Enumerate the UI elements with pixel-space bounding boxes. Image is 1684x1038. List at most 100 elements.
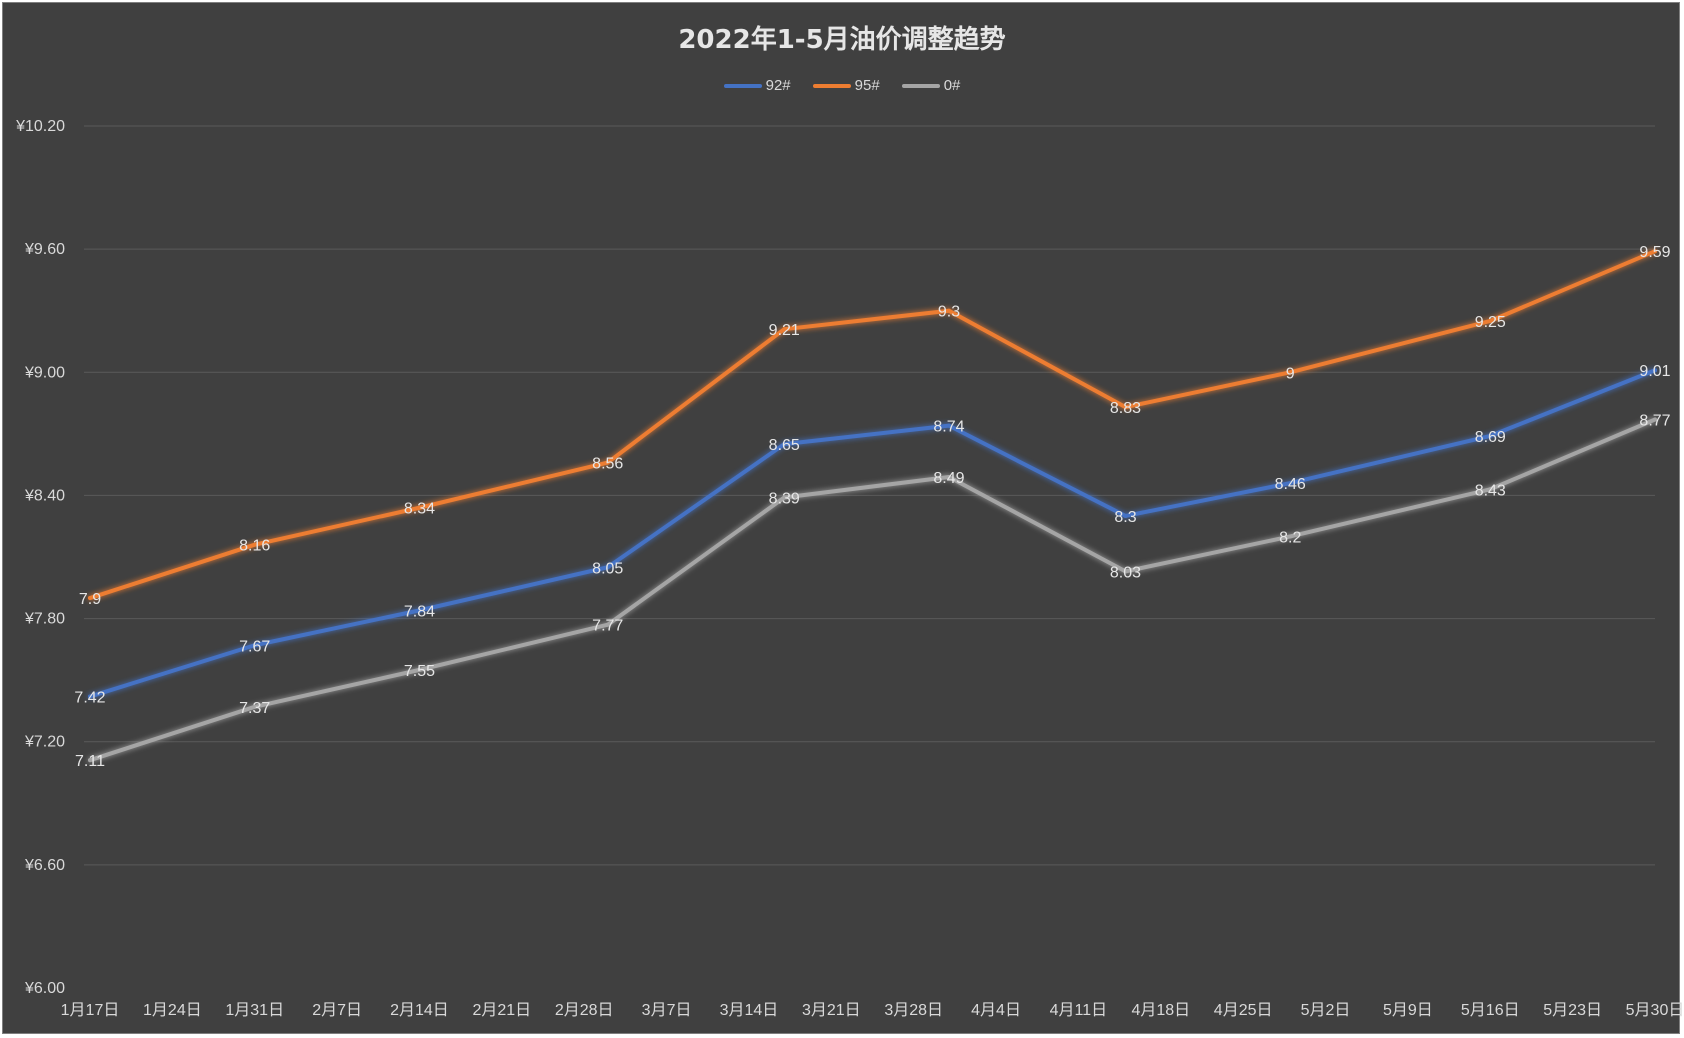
data-point xyxy=(605,622,610,627)
data-label: 9.01 xyxy=(1639,363,1670,380)
data-label: 7.67 xyxy=(239,638,270,655)
data-label: 8.65 xyxy=(769,437,800,454)
data-point xyxy=(1123,405,1128,410)
data-label: 7.84 xyxy=(404,603,435,620)
data-label: 8.43 xyxy=(1475,482,1506,499)
data-label: 8.03 xyxy=(1110,564,1141,581)
legend-label-0: 0# xyxy=(943,77,961,94)
x-tick-label: 1月17日 xyxy=(61,1002,120,1019)
data-point xyxy=(782,442,787,447)
chart-legend: 92# 95# 0# xyxy=(3,77,1681,94)
x-tick-label: 2月21日 xyxy=(472,1002,531,1019)
x-tick-label: 4月18日 xyxy=(1131,1002,1190,1019)
data-label: 7.55 xyxy=(404,663,435,680)
data-label: 8.05 xyxy=(592,560,623,577)
x-tick-label: 1月24日 xyxy=(143,1002,202,1019)
y-tick-label: ¥7.20 xyxy=(24,734,65,751)
data-label: 8.16 xyxy=(239,538,270,555)
data-label: 8.56 xyxy=(592,456,623,473)
data-label: 7.11 xyxy=(75,753,105,770)
data-point xyxy=(1488,318,1493,323)
data-label: 9 xyxy=(1286,365,1295,382)
data-point xyxy=(782,495,787,500)
x-tick-label: 3月21日 xyxy=(802,1002,861,1019)
data-label: 8.3 xyxy=(1114,509,1136,526)
y-tick-label: ¥8.40 xyxy=(24,487,65,504)
data-label: 8.49 xyxy=(933,470,964,487)
data-point xyxy=(1123,513,1128,518)
series-line-92# xyxy=(88,368,1657,699)
x-tick-label: 5月23日 xyxy=(1543,1002,1602,1019)
legend-swatch-92 xyxy=(723,83,762,88)
data-point xyxy=(88,758,92,763)
data-point xyxy=(88,596,92,601)
data-label: 8.69 xyxy=(1475,429,1506,446)
legend-item-95: 95# xyxy=(812,77,880,94)
legend-item-92: 92# xyxy=(723,77,791,94)
x-tick-label: 5月2日 xyxy=(1301,1002,1351,1019)
x-tick-label: 4月4日 xyxy=(971,1002,1021,1019)
data-label: 9.3 xyxy=(938,304,960,321)
data-label: 8.77 xyxy=(1639,412,1670,429)
legend-label-92: 92# xyxy=(765,77,791,94)
data-label: 8.46 xyxy=(1275,476,1306,493)
data-point xyxy=(946,423,951,428)
data-point xyxy=(252,643,257,648)
data-point xyxy=(946,474,951,479)
data-label: 8.34 xyxy=(404,501,435,518)
x-tick-label: 5月30日 xyxy=(1626,1002,1684,1019)
legend-item-0: 0# xyxy=(901,77,961,94)
data-point xyxy=(1288,481,1293,486)
data-point xyxy=(1123,569,1128,574)
x-tick-label: 3月14日 xyxy=(720,1002,779,1019)
data-point xyxy=(946,308,951,313)
x-tick-label: 1月31日 xyxy=(225,1002,284,1019)
x-tick-label: 3月28日 xyxy=(884,1002,943,1019)
data-label: 7.77 xyxy=(592,618,623,635)
series-line-0# xyxy=(88,417,1657,763)
data-point xyxy=(1488,487,1493,492)
x-tick-label: 5月16日 xyxy=(1461,1002,1520,1019)
x-tick-label: 4月11日 xyxy=(1050,1002,1108,1019)
data-point xyxy=(417,667,422,672)
x-tick-label: 3月7日 xyxy=(642,1002,692,1019)
legend-swatch-0 xyxy=(901,83,940,88)
x-tick-label: 2月7日 xyxy=(312,1002,362,1019)
data-point xyxy=(1288,370,1293,375)
data-label: 9.25 xyxy=(1475,314,1506,331)
y-tick-label: ¥6.60 xyxy=(24,857,65,874)
data-point xyxy=(417,505,422,510)
data-point xyxy=(88,694,92,699)
x-tick-label: 4月25日 xyxy=(1214,1002,1273,1019)
x-tick-label: 2月14日 xyxy=(390,1002,449,1019)
y-tick-label: ¥10.20 xyxy=(15,118,65,135)
y-tick-label: ¥9.00 xyxy=(24,364,65,381)
data-point xyxy=(417,608,422,613)
data-label: 7.9 xyxy=(79,591,101,608)
y-tick-label: ¥6.00 xyxy=(24,980,65,997)
data-label: 7.42 xyxy=(74,690,105,707)
data-label: 8.39 xyxy=(769,490,800,507)
data-point xyxy=(252,542,257,547)
data-point xyxy=(605,565,610,570)
data-point xyxy=(1488,433,1493,438)
data-point xyxy=(1653,368,1657,373)
series-line-95# xyxy=(88,249,1657,601)
data-label: 8.83 xyxy=(1110,400,1141,417)
legend-label-95: 95# xyxy=(854,77,880,94)
data-point xyxy=(605,460,610,465)
data-label: 9.59 xyxy=(1639,244,1670,261)
y-tick-label: ¥7.80 xyxy=(24,611,65,628)
data-label: 9.21 xyxy=(769,322,800,339)
data-point xyxy=(1653,249,1657,254)
legend-swatch-95 xyxy=(812,83,851,88)
y-tick-label: ¥9.60 xyxy=(24,241,65,258)
x-tick-label: 2月28日 xyxy=(555,1002,614,1019)
data-point xyxy=(252,704,257,709)
data-label: 7.37 xyxy=(239,700,270,717)
chart-title: 2022年1-5月油价调整趋势 xyxy=(678,25,1006,55)
data-label: 8.2 xyxy=(1279,529,1301,546)
